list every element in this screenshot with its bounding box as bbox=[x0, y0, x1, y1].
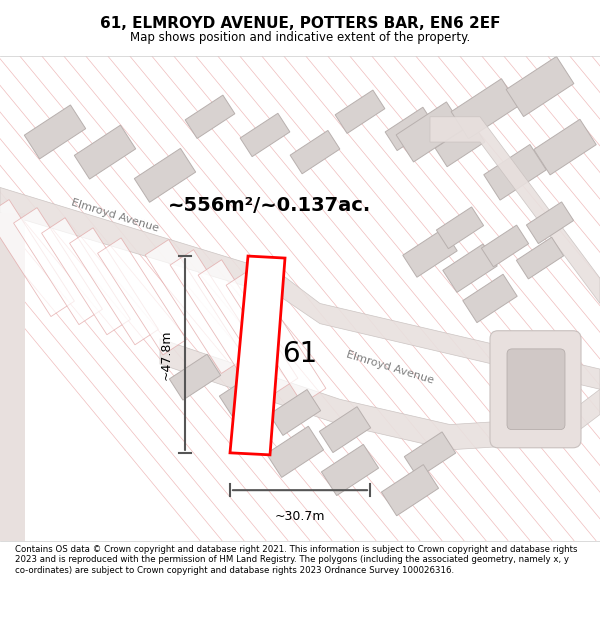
Polygon shape bbox=[404, 432, 455, 478]
Polygon shape bbox=[0, 213, 25, 541]
Polygon shape bbox=[0, 199, 74, 316]
FancyBboxPatch shape bbox=[507, 349, 565, 429]
Polygon shape bbox=[160, 339, 600, 450]
Polygon shape bbox=[385, 107, 435, 151]
Polygon shape bbox=[198, 260, 298, 394]
Text: ~47.8m: ~47.8m bbox=[160, 329, 173, 380]
Text: Map shows position and indicative extent of the property.: Map shows position and indicative extent… bbox=[130, 31, 470, 44]
Polygon shape bbox=[269, 389, 320, 436]
Text: Contains OS data © Crown copyright and database right 2021. This information is : Contains OS data © Crown copyright and d… bbox=[15, 545, 577, 574]
Text: Elmroyd Avenue: Elmroyd Avenue bbox=[70, 198, 160, 234]
Polygon shape bbox=[481, 225, 529, 267]
Polygon shape bbox=[41, 217, 130, 335]
Text: 61: 61 bbox=[283, 340, 317, 368]
Polygon shape bbox=[240, 113, 290, 157]
Polygon shape bbox=[0, 188, 600, 389]
Polygon shape bbox=[484, 144, 546, 200]
Polygon shape bbox=[134, 148, 196, 202]
Polygon shape bbox=[463, 274, 517, 322]
Polygon shape bbox=[74, 125, 136, 179]
Polygon shape bbox=[506, 56, 574, 116]
Polygon shape bbox=[443, 244, 497, 292]
Polygon shape bbox=[335, 90, 385, 133]
Polygon shape bbox=[169, 354, 221, 400]
Polygon shape bbox=[396, 102, 464, 162]
Polygon shape bbox=[430, 117, 600, 304]
Polygon shape bbox=[436, 207, 484, 249]
Polygon shape bbox=[435, 123, 485, 167]
Polygon shape bbox=[226, 270, 326, 404]
Polygon shape bbox=[382, 464, 439, 516]
Polygon shape bbox=[319, 407, 371, 452]
Polygon shape bbox=[185, 95, 235, 139]
Polygon shape bbox=[322, 444, 379, 496]
Polygon shape bbox=[451, 79, 519, 139]
Polygon shape bbox=[170, 249, 270, 384]
Polygon shape bbox=[145, 239, 245, 374]
Polygon shape bbox=[517, 238, 563, 279]
FancyBboxPatch shape bbox=[490, 331, 581, 448]
Text: 61, ELMROYD AVENUE, POTTERS BAR, EN6 2EF: 61, ELMROYD AVENUE, POTTERS BAR, EN6 2EF bbox=[100, 16, 500, 31]
Polygon shape bbox=[534, 119, 596, 175]
Text: ~30.7m: ~30.7m bbox=[275, 511, 325, 523]
Polygon shape bbox=[98, 238, 187, 355]
Polygon shape bbox=[403, 229, 457, 278]
Polygon shape bbox=[70, 228, 158, 345]
Text: ~556m²/~0.137ac.: ~556m²/~0.137ac. bbox=[169, 196, 371, 215]
Polygon shape bbox=[220, 371, 271, 418]
Polygon shape bbox=[25, 105, 86, 159]
Text: Elmroyd Avenue: Elmroyd Avenue bbox=[345, 349, 435, 385]
Polygon shape bbox=[230, 256, 285, 455]
Polygon shape bbox=[526, 202, 574, 244]
Polygon shape bbox=[290, 131, 340, 174]
Polygon shape bbox=[266, 426, 323, 478]
Polygon shape bbox=[14, 208, 103, 324]
